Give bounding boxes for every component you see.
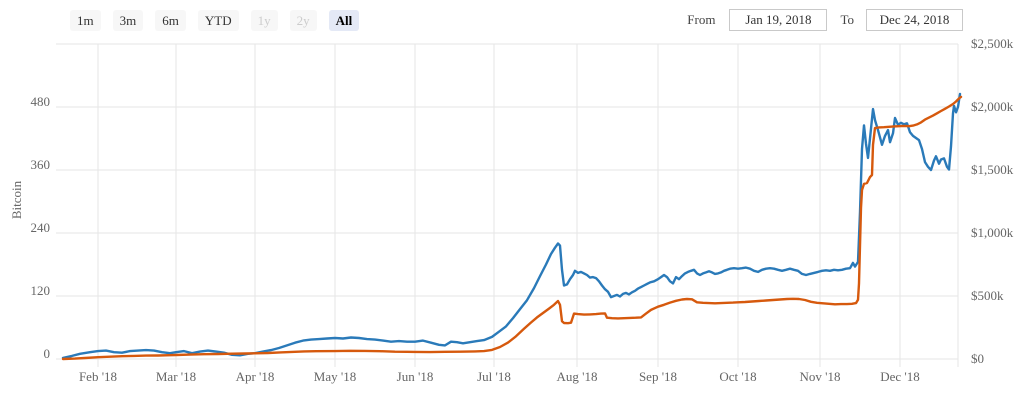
x-axis-month-label: May '18 <box>314 369 356 384</box>
x-axis-month-label: Nov '18 <box>800 369 841 384</box>
left-axis-tick-label: 240 <box>31 220 51 235</box>
x-axis-month-label: Jul '18 <box>477 369 511 384</box>
x-axis-month-label: Apr '18 <box>236 369 275 384</box>
x-axis-month-label: Feb '18 <box>79 369 117 384</box>
x-axis-month-label: Mar '18 <box>156 369 196 384</box>
to-label: To <box>840 12 854 27</box>
left-axis-title: Bitcoin <box>9 180 24 219</box>
from-label: From <box>687 12 716 27</box>
series-blue-line[interactable] <box>61 92 962 360</box>
range-button-6m[interactable]: 6m <box>155 10 186 31</box>
left-axis-tick-label: 480 <box>31 94 51 109</box>
to-date-input[interactable] <box>866 9 963 31</box>
right-axis-tick-label: $2,500k <box>971 36 1014 51</box>
range-button-1y: 1y <box>250 10 278 31</box>
range-button-ytd[interactable]: YTD <box>197 10 239 31</box>
x-axis-month-label: Aug '18 <box>557 369 598 384</box>
range-button-all[interactable]: All <box>328 10 360 31</box>
right-axis-tick-label: $2,000k <box>971 99 1014 114</box>
range-button-3m[interactable]: 3m <box>112 10 144 31</box>
range-selector: 1m 3m 6m YTD 1y 2y All <box>70 10 360 31</box>
right-axis-tick-label: $1,500k <box>971 162 1014 177</box>
date-range-controls: From To <box>687 9 963 31</box>
x-axis-month-label: Jun '18 <box>397 369 434 384</box>
left-axis-tick-label: 120 <box>31 283 51 298</box>
range-button-1m[interactable]: 1m <box>70 10 101 31</box>
left-axis-tick-label: 360 <box>31 157 51 172</box>
x-axis-month-label: Sep '18 <box>639 369 677 384</box>
range-button-2y: 2y <box>289 10 317 31</box>
left-axis-tick-label: 0 <box>44 346 51 361</box>
right-axis-tick-label: $0 <box>971 351 984 366</box>
x-axis-month-label: Oct '18 <box>719 369 756 384</box>
right-axis-tick-label: $1,000k <box>971 225 1014 240</box>
x-axis-month-label: Dec '18 <box>880 369 920 384</box>
right-axis-tick-label: $500k <box>971 288 1004 303</box>
from-date-input[interactable] <box>729 9 828 31</box>
series-orange-line[interactable] <box>61 95 963 361</box>
